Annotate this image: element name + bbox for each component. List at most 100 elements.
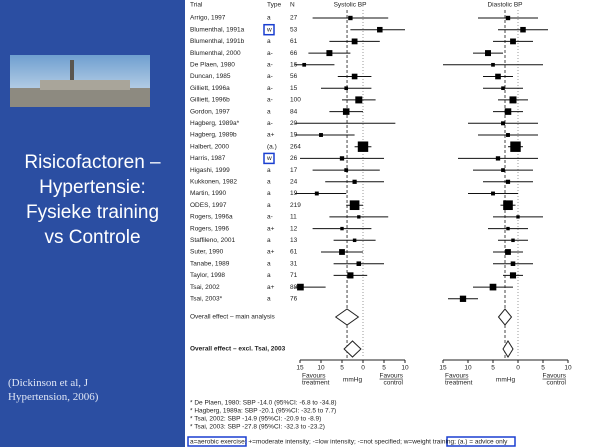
trial-name: Harris, 1987 xyxy=(190,155,226,162)
trial-n: 19 xyxy=(290,132,298,139)
header: Trial xyxy=(190,2,203,9)
trial-n: 56 xyxy=(290,73,298,80)
estimate xyxy=(319,133,323,137)
trial-n: 61 xyxy=(290,249,298,256)
estimate xyxy=(343,108,350,115)
trial-type: a- xyxy=(267,120,273,127)
trial-n: 61 xyxy=(290,38,298,45)
unit-label: mmHg xyxy=(343,377,363,384)
trial-type: w xyxy=(266,155,272,162)
trial-name: Duncan, 1985 xyxy=(190,73,231,80)
tick-label: 10 xyxy=(464,365,472,372)
estimate xyxy=(505,249,511,255)
trial-type: a+ xyxy=(267,225,275,232)
trial-type: a- xyxy=(267,85,273,92)
favours-treatment: Favours xyxy=(445,373,469,380)
trial-type: w xyxy=(266,26,272,33)
trial-name: Martin, 1990 xyxy=(190,190,227,197)
estimate xyxy=(501,121,505,125)
trial-n: 264 xyxy=(290,143,301,150)
trial-name: Gilliett, 1996a xyxy=(190,85,230,92)
trial-name: Gilliett, 1996b xyxy=(190,97,230,104)
overall-diamond xyxy=(336,309,359,325)
trial-name: Tsai, 2002 xyxy=(190,284,220,291)
favours-treatment: Favours xyxy=(302,373,326,380)
estimate xyxy=(490,284,497,291)
estimate xyxy=(495,74,501,80)
estimate xyxy=(506,133,510,137)
header: Type xyxy=(267,2,281,9)
trial-name: De Plaen, 1980 xyxy=(190,62,235,69)
citation-line: Hypertension, 2006) xyxy=(8,390,183,404)
estimate xyxy=(326,50,332,56)
trial-type: a xyxy=(267,190,271,197)
estimate xyxy=(302,63,306,67)
trial-name: Tsai, 2003* xyxy=(190,296,223,303)
overall-label: Overall effect – excl. Tsai, 2003 xyxy=(190,346,286,353)
trial-n: 19 xyxy=(290,190,298,197)
estimate xyxy=(501,168,505,172)
trial-name: Hagberg, 1989b xyxy=(190,132,237,139)
title-line: Fysieke training xyxy=(0,200,185,225)
tick-label: 10 xyxy=(564,365,572,372)
tick-label: 10 xyxy=(317,365,325,372)
slide: Risicofactoren –Hypertensie:Fysieke trai… xyxy=(0,0,592,447)
tick-label: 0 xyxy=(361,365,365,372)
trial-type: a xyxy=(267,260,271,267)
overall-diamond xyxy=(503,341,513,357)
estimate xyxy=(353,239,356,242)
title-line: Risicofactoren – xyxy=(0,150,185,175)
trial-name: Taylor, 1998 xyxy=(190,272,225,279)
estimate xyxy=(485,50,491,56)
trial-name: Blumenthal, 1991a xyxy=(190,26,245,33)
favours-control: Favours xyxy=(380,373,404,380)
trial-n: 17 xyxy=(290,167,298,174)
trial-type: (a.) xyxy=(267,143,277,150)
trial-name: Arrigo, 1997 xyxy=(190,15,226,22)
tick-label: 0 xyxy=(516,365,520,372)
tick-label: 5 xyxy=(491,365,495,372)
tick-label: 15 xyxy=(296,365,304,372)
legend: a=aerobic exercise; +=moderate intensity… xyxy=(190,439,508,446)
trial-type: a xyxy=(267,167,271,174)
dia-group xyxy=(443,10,548,358)
favours-control: control xyxy=(383,380,403,387)
left-panel: Risicofactoren –Hypertensie:Fysieke trai… xyxy=(0,0,185,447)
estimate xyxy=(344,86,348,90)
trial-n: 66 xyxy=(290,50,298,57)
trial-name: Rogers, 1996a xyxy=(190,214,233,221)
header: Diastolic BP xyxy=(487,2,522,9)
trial-name: Kukkonen, 1982 xyxy=(190,179,237,186)
trial-type: a xyxy=(267,38,271,45)
trial-n: 219 xyxy=(290,202,301,209)
trial-n: 20 xyxy=(290,120,298,127)
trial-n: 24 xyxy=(290,179,298,186)
estimate xyxy=(505,108,512,115)
trial-n: 76 xyxy=(290,296,298,303)
estimate xyxy=(357,215,360,218)
estimate xyxy=(460,296,466,302)
trial-n: 84 xyxy=(290,108,298,115)
estimate xyxy=(506,180,510,184)
trial-name: Hagberg, 1989a* xyxy=(190,120,240,127)
trial-n: 12 xyxy=(290,225,298,232)
estimate xyxy=(491,63,495,67)
estimate xyxy=(503,200,513,210)
estimate xyxy=(352,74,358,80)
estimate xyxy=(297,284,304,291)
photo xyxy=(0,0,185,120)
trial-name: Blumenthal, 1991b xyxy=(190,38,245,45)
favours-control: Favours xyxy=(543,373,567,380)
trial-name: ODES, 1997 xyxy=(190,202,227,209)
trial-type: a xyxy=(267,108,271,115)
title-line: Hypertensie: xyxy=(0,175,185,200)
estimate xyxy=(358,141,368,151)
estimate xyxy=(510,96,517,103)
tick-label: 5 xyxy=(340,365,344,372)
trial-n: 27 xyxy=(290,15,298,22)
estimate xyxy=(355,96,362,103)
footnote: * De Plaen, 1980: SBP -14.0 (95%CI: -6.8… xyxy=(190,400,337,407)
estimate xyxy=(339,249,345,255)
trial-n: 26 xyxy=(290,155,298,162)
